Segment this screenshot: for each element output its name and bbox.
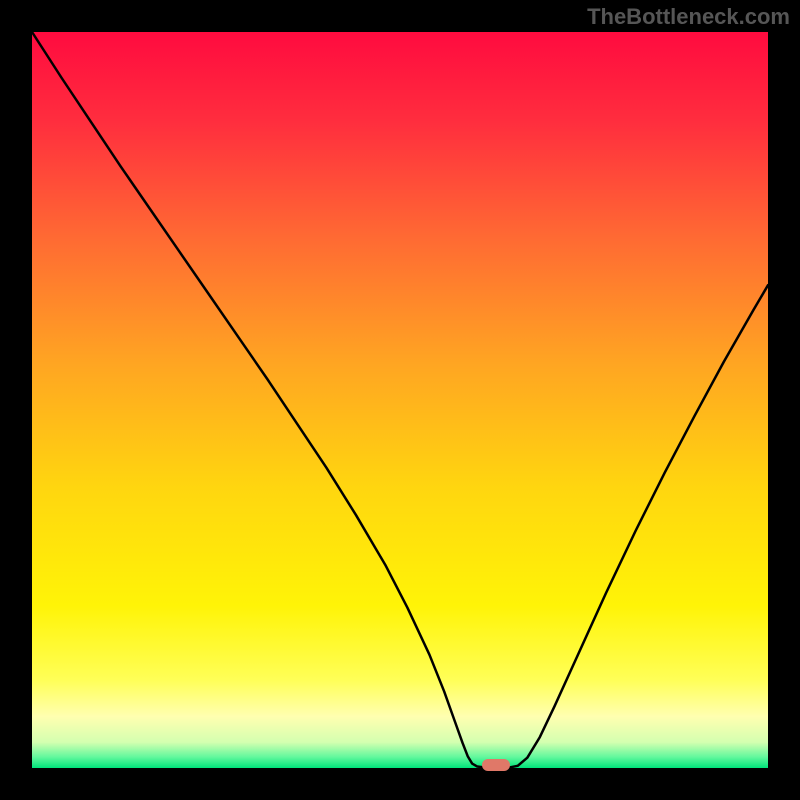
- watermark-text: TheBottleneck.com: [587, 4, 790, 30]
- chart-container: TheBottleneck.com: [0, 0, 800, 800]
- plot-area: [32, 32, 768, 768]
- min-marker: [482, 759, 510, 771]
